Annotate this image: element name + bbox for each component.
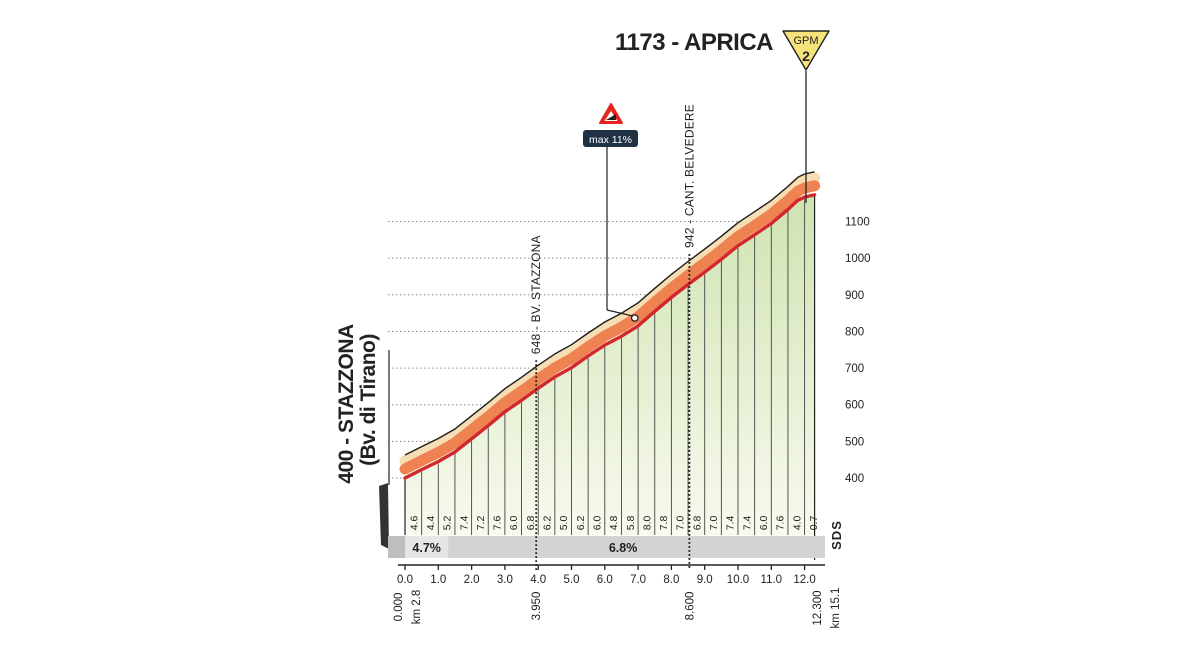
km-tick-label: 11.0 xyxy=(761,574,783,586)
gradient-value: 5.2 xyxy=(442,516,454,531)
profile-road-light xyxy=(399,172,821,467)
altitude-tick: 900 xyxy=(845,290,864,302)
waypoint-2-distance: 8.600 xyxy=(684,592,696,621)
max-gradient-label: max 11% xyxy=(589,134,632,146)
altitude-tick: 1000 xyxy=(845,253,871,265)
gradient-value: 6.2 xyxy=(542,516,554,531)
altitude-tick: 400 xyxy=(845,473,864,485)
gradient-value: 6.0 xyxy=(758,516,770,531)
altitude-tick: 700 xyxy=(845,363,864,375)
altitude-tick: 800 xyxy=(845,326,864,338)
gradient-value: 4.8 xyxy=(608,516,620,531)
distance-axis: 0.0 1.0 2.0 3.0 4.0 5.0 6.0 7.0 8.0 9.0 10.0 11.0 12… xyxy=(397,564,825,586)
km-tick-label: 1.0 xyxy=(430,574,446,586)
segment-1-box xyxy=(405,536,449,558)
km-tick-label: 12.0 xyxy=(793,574,815,586)
profile-outline xyxy=(404,171,815,456)
max-gradient-marker xyxy=(630,314,639,322)
gradient-value: 7.0 xyxy=(675,516,687,531)
altitude-tick-labels: 400 500 600 700 800 900 1000 1100 xyxy=(845,217,871,485)
end-cum-distance: 12.300 xyxy=(812,590,824,625)
profile-road-orange xyxy=(399,180,821,475)
gradient-value: 7.4 xyxy=(725,516,737,531)
gradient-value: 8.0 xyxy=(641,516,653,531)
start-block-side xyxy=(379,483,389,549)
gpm-label: GPM xyxy=(793,35,818,47)
segment-bar xyxy=(405,536,825,558)
km-tick-label: 4.0 xyxy=(530,574,546,586)
altitude-tick: 600 xyxy=(845,400,864,412)
profile-km-dividers xyxy=(404,194,816,560)
start-label: 400 - STAZZONA xyxy=(335,324,358,484)
km-tick-label: 6.0 xyxy=(597,574,613,586)
segment-avg-1: 4.7% xyxy=(412,541,441,555)
gpm-category: 2 xyxy=(802,48,810,64)
gradient-value: 7.2 xyxy=(475,516,487,531)
gradient-value: 5.8 xyxy=(625,516,637,531)
start-cum-distance: 0.000 xyxy=(393,593,405,622)
gradient-value: 7.4 xyxy=(741,516,753,531)
waypoint-1-distance: 3.950 xyxy=(531,592,543,621)
gradient-value: 4.6 xyxy=(408,516,420,531)
gradient-value: 4.4 xyxy=(425,516,437,531)
km-tick-label: 7.0 xyxy=(630,574,646,586)
gradient-value: 7.0 xyxy=(708,516,720,531)
gradient-value: 5.0 xyxy=(558,516,570,531)
start-km-label: km 2.8 xyxy=(411,590,423,625)
finish-title: 1173 - APRICA xyxy=(615,29,773,56)
km-tick-label: 8.0 xyxy=(663,574,679,586)
waypoint-label-1: 648 - BV. STAZZONA xyxy=(529,235,543,354)
gradient-labels: 4.6 4.4 5.2 7.4 7.2 7.6 6.0 6.8 6.2 5.0 6.2 6.0 4.8 5… xyxy=(408,516,820,531)
altitude-tick: 500 xyxy=(845,436,864,448)
gradient-value: 0.7 xyxy=(808,516,820,531)
max-gradient-callout: max 11% xyxy=(583,103,639,322)
gradient-value: 6.8 xyxy=(525,516,537,531)
waypoint-lines xyxy=(535,254,691,570)
km-tick-label: 2.0 xyxy=(464,574,480,586)
segment-avg-2: 6.8% xyxy=(609,541,638,555)
gradient-value: 7.6 xyxy=(492,516,504,531)
steep-warning-icon xyxy=(599,103,623,124)
gradient-value: 6.0 xyxy=(592,516,604,531)
segment-bar-edge xyxy=(388,536,405,558)
km-tick-label: 5.0 xyxy=(564,574,580,586)
gradient-value: 7.4 xyxy=(458,516,470,531)
gradient-value: 6.8 xyxy=(691,516,703,531)
km-tick-label: 9.0 xyxy=(697,574,713,586)
altitude-tick: 1100 xyxy=(845,217,870,229)
gradient-value: 6.2 xyxy=(575,516,587,531)
km-tick-label: 0.0 xyxy=(397,574,413,586)
gradient-value: 7.8 xyxy=(658,516,670,531)
profile-area xyxy=(405,194,815,536)
gpm-badge: GPM 2 xyxy=(782,30,830,71)
gradient-value: 6.0 xyxy=(508,516,520,531)
km-tick-label: 10.0 xyxy=(727,574,749,586)
gradient-value: 4.0 xyxy=(791,516,803,531)
start-sublabel: (Bv. di Tirano) xyxy=(357,334,380,466)
end-km-label: km 15.1 xyxy=(830,588,842,629)
gradient-value: 7.6 xyxy=(775,516,787,531)
profile-line xyxy=(403,193,817,480)
waypoint-label-2: 942 - CANT. BELVEDERE xyxy=(682,104,696,248)
km-tick-label: 3.0 xyxy=(497,574,513,586)
sds-label: SDS xyxy=(829,520,844,550)
